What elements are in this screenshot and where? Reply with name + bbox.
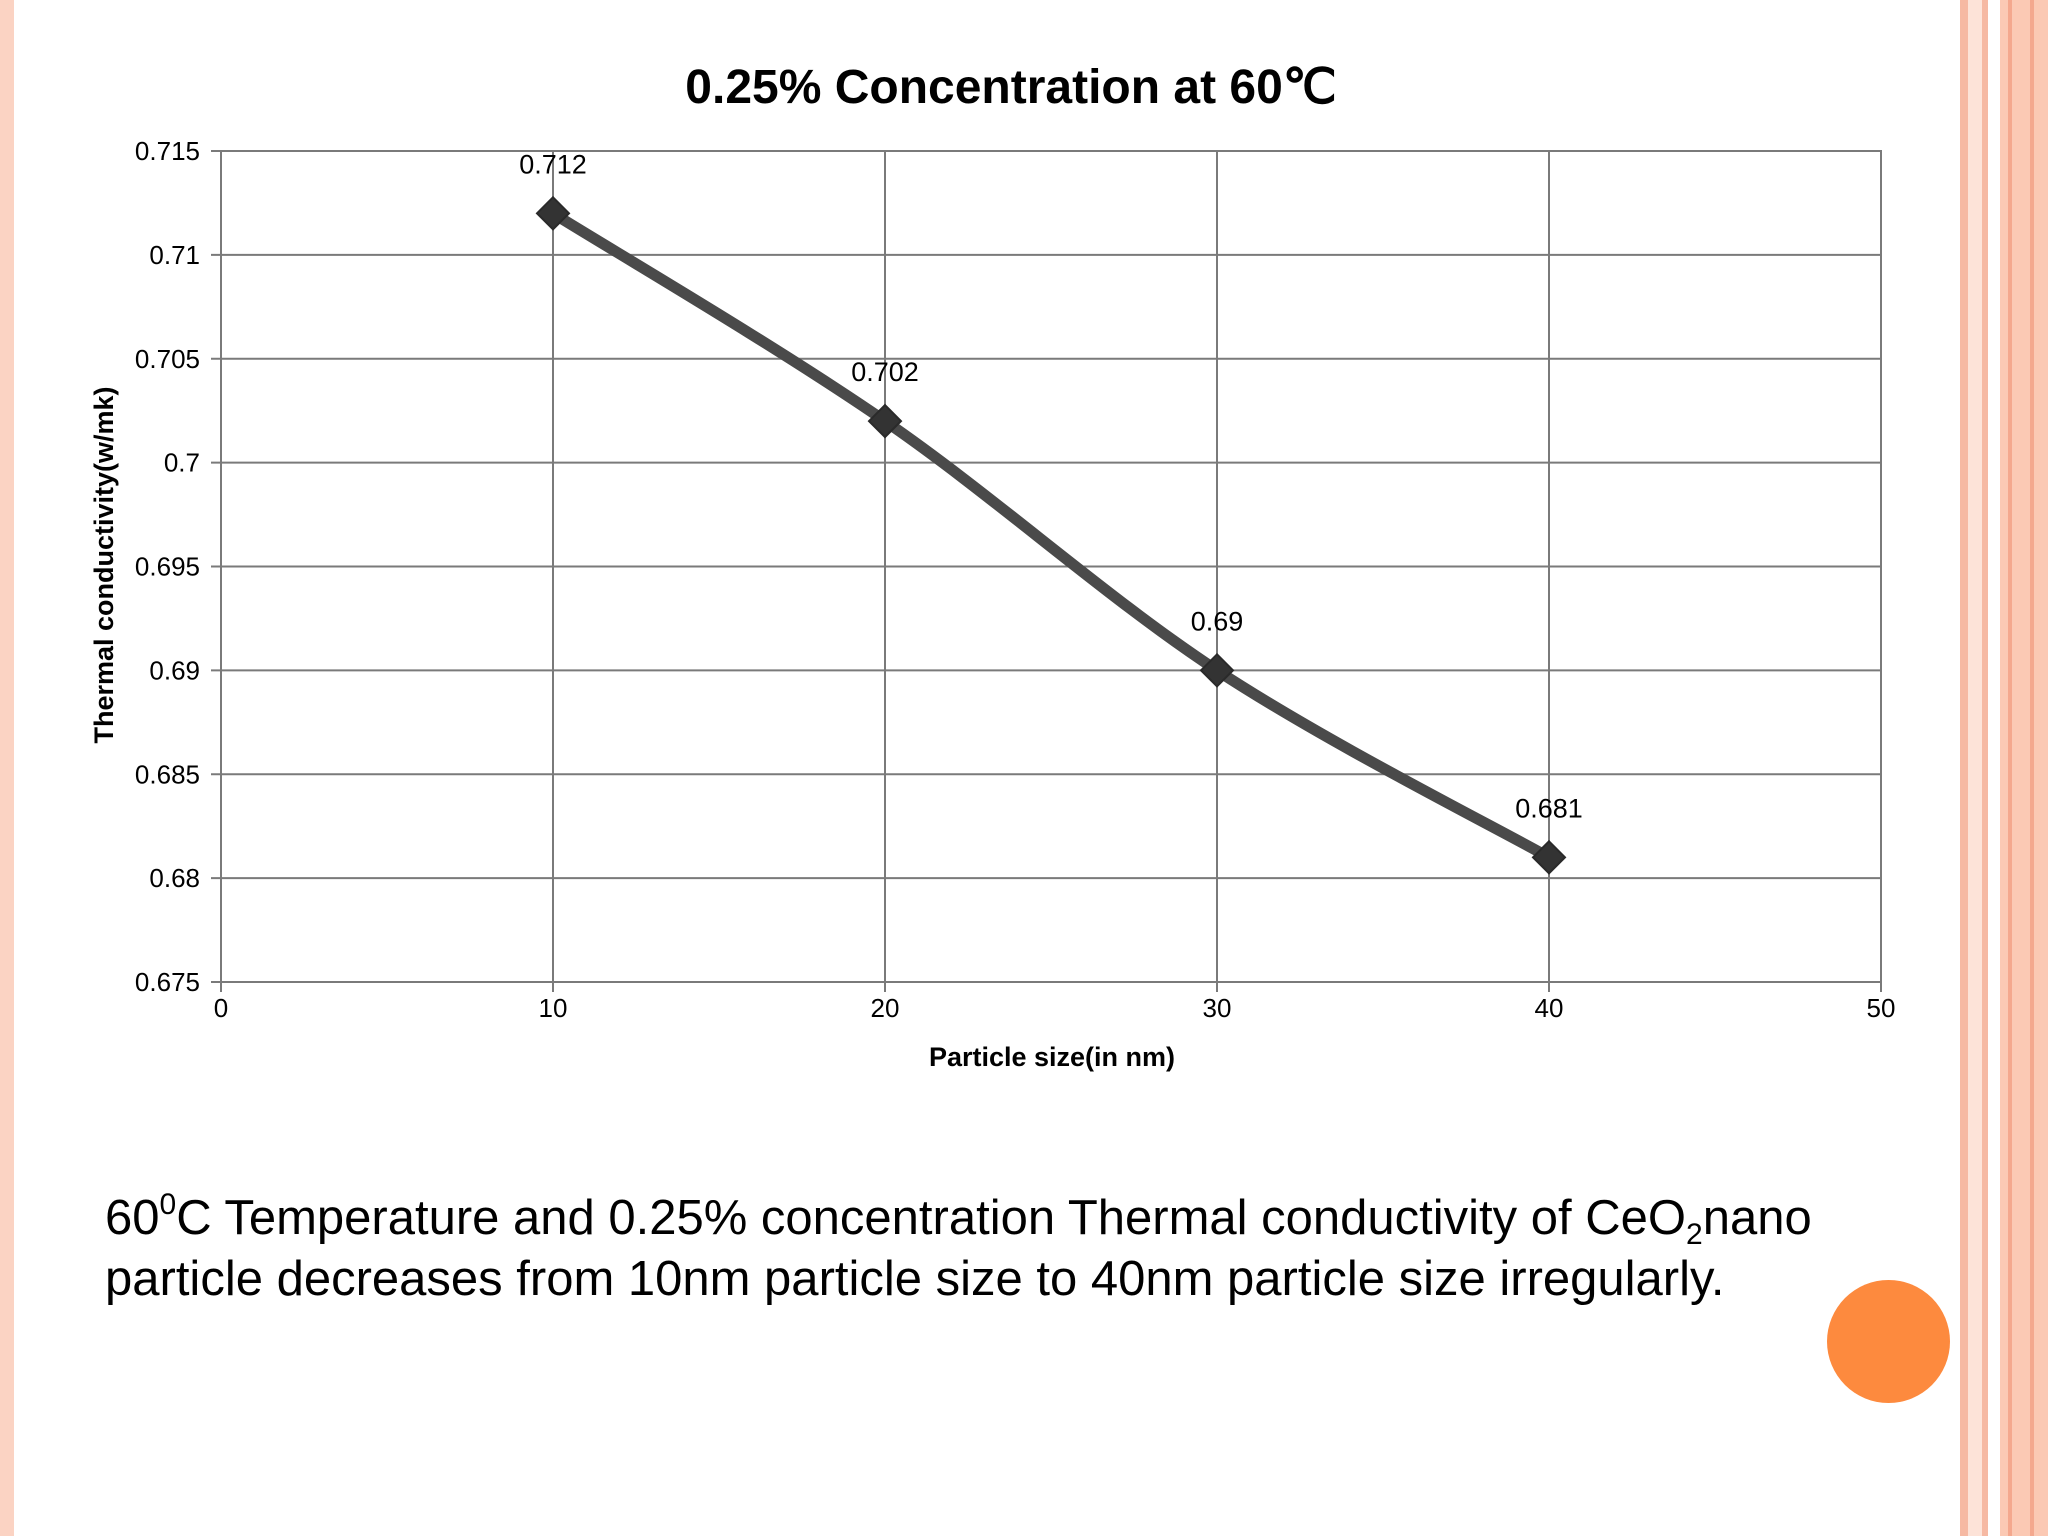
series-line [547, 207, 1555, 863]
data-label: 0.712 [519, 149, 587, 179]
y-tick-label: 0.715 [135, 136, 200, 166]
x-tick-label: 40 [1535, 993, 1564, 1023]
x-tick-label: 20 [871, 993, 900, 1023]
caption-part-2: C Temperature and 0.25% concentration Th… [176, 1191, 1687, 1245]
y-tick-label: 0.675 [135, 967, 200, 997]
caption-part-1: 60 [105, 1191, 160, 1245]
right-border-stripe-7 [2030, 0, 2034, 1536]
x-axis-title: Particle size(in nm) [929, 1042, 1175, 1072]
right-border-stripe-2 [1968, 0, 1982, 1536]
right-border-stripe-6 [2008, 0, 2012, 1536]
caption-part-3: nano particle decreases from 10nm partic… [105, 1191, 1812, 1306]
orange-circle-icon [1827, 1280, 1950, 1403]
grid-layer [220, 150, 1882, 983]
caption-subscript: 2 [1686, 1218, 1703, 1251]
x-tick-label: 10 [539, 993, 568, 1023]
right-border-stripe-4 [1988, 0, 2000, 1536]
caption-text: 600C Temperature and 0.25% concentration… [105, 1188, 1865, 1310]
data-label: 0.69 [1191, 606, 1244, 636]
x-tick-label: 30 [1203, 993, 1232, 1023]
x-tick-label: 0 [214, 993, 228, 1023]
plot-border [220, 150, 1882, 983]
data-point-diamond-icon [867, 403, 903, 439]
y-axis-title: Thermal conductivity(w/mk) [89, 386, 119, 743]
axis-layer: 0.675 0.68 0.685 0.69 0.695 0.7 0.705 0.71 0.715… [135, 136, 1896, 1023]
left-border-stripe [0, 0, 14, 1536]
series-layer [535, 195, 1567, 875]
y-tick-label: 0.695 [135, 552, 200, 582]
data-label: 0.681 [1515, 793, 1583, 823]
x-tick-label: 50 [1867, 993, 1896, 1023]
data-point-diamond-icon [535, 195, 571, 231]
chart-title: 0.25% Concentration at 60℃ [685, 61, 1336, 114]
line-chart: 0.675 0.68 0.685 0.69 0.695 0.7 0.705 0.71 0.715… [89, 61, 1896, 1072]
y-tick-label: 0.7 [164, 448, 200, 478]
data-label: 0.702 [851, 357, 919, 387]
y-tick-label: 0.69 [149, 655, 200, 685]
data-point-diamond-icon [1531, 839, 1567, 875]
y-tick-label: 0.68 [149, 863, 200, 893]
y-tick-label: 0.71 [149, 240, 200, 270]
caption-superscript: 0 [159, 1188, 177, 1221]
right-border-stripe-1 [1960, 0, 1968, 1536]
y-tick-label: 0.685 [135, 759, 200, 789]
label-layer: 0.712 0.702 0.69 0.681 [519, 149, 1583, 823]
data-point-diamond-icon [1199, 652, 1235, 688]
right-border-stripe-3 [1982, 0, 1988, 1536]
y-tick-label: 0.705 [135, 344, 200, 374]
